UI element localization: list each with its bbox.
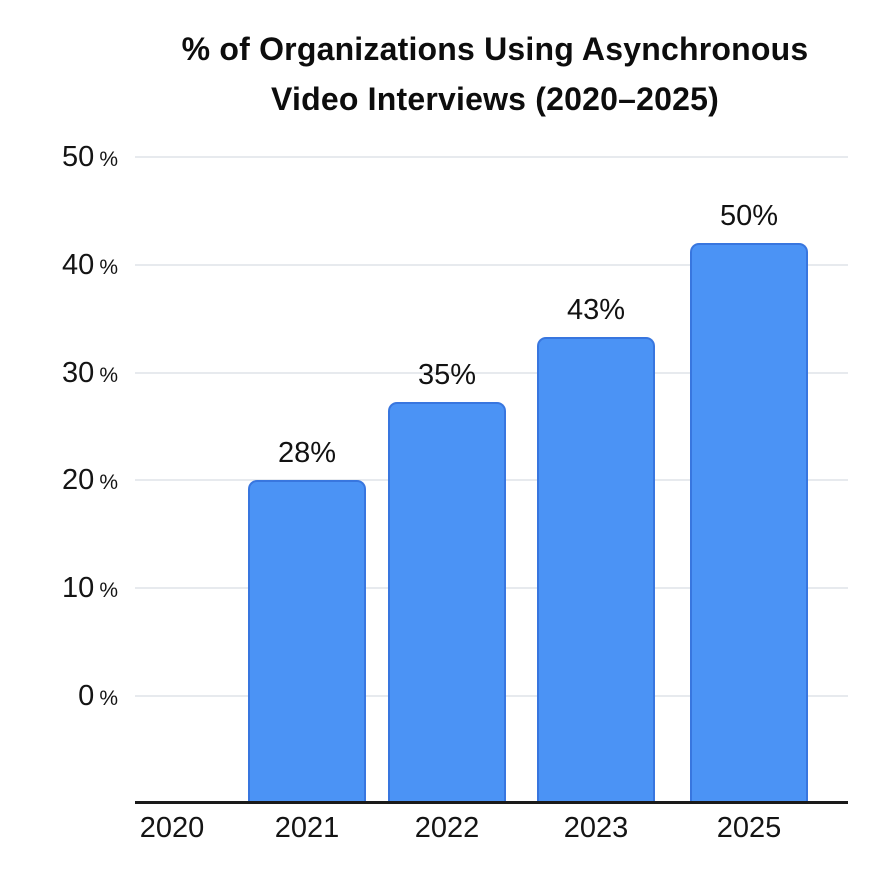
x-tick-label-2020: 2020 xyxy=(139,812,205,844)
bar-value-label-2025: 50% xyxy=(719,200,779,233)
y-tick-number: 50 xyxy=(62,141,95,173)
y-tick-percent: % xyxy=(99,471,118,495)
chart-title-line-1: % of Organizations Using Asynchronous xyxy=(181,31,809,67)
y-tick-percent: % xyxy=(99,579,118,603)
y-tick-number: 0 xyxy=(78,679,95,712)
bar-2025 xyxy=(690,243,808,803)
x-tick-label-2021: 2021 xyxy=(274,812,340,844)
y-tick-label-30: 30% xyxy=(62,353,118,393)
gridline-40 xyxy=(135,263,848,266)
y-tick-label-10: 10% xyxy=(62,568,118,608)
x-tick-label-2023: 2023 xyxy=(563,812,629,844)
y-tick-label-20: 20% xyxy=(62,460,118,500)
y-tick-percent: % xyxy=(99,686,118,710)
chart-title: % of Organizations Using Asynchronous Vi… xyxy=(103,24,887,124)
y-tick-percent: % xyxy=(99,255,118,279)
bar-value-label-2023: 43% xyxy=(566,294,626,327)
bar-value-label-2022: 35% xyxy=(417,358,477,391)
bar-2022 xyxy=(388,401,506,803)
gridline-50 xyxy=(135,156,848,158)
y-tick-number: 10 xyxy=(62,572,95,605)
y-tick-label-50: 50% xyxy=(62,137,118,177)
bar-2023 xyxy=(537,337,655,803)
y-tick-percent: % xyxy=(99,363,118,387)
y-tick-label-40: 40% xyxy=(62,245,118,285)
y-tick-number: 30 xyxy=(62,356,95,389)
y-tick-number: 40 xyxy=(62,248,95,281)
y-tick-percent: % xyxy=(99,148,118,171)
x-axis-line xyxy=(135,801,848,804)
y-tick-label-0: 0% xyxy=(78,676,118,716)
x-tick-label-2025: 2025 xyxy=(716,812,782,844)
chart-title-line-2: Video Interviews (2020–2025) xyxy=(271,81,719,117)
gridline-30 xyxy=(135,371,848,374)
x-tick-label-2022: 2022 xyxy=(414,812,480,844)
bar-value-label-2021: 28% xyxy=(277,437,337,470)
bar-2021 xyxy=(248,480,366,803)
y-tick-number: 20 xyxy=(62,464,95,497)
